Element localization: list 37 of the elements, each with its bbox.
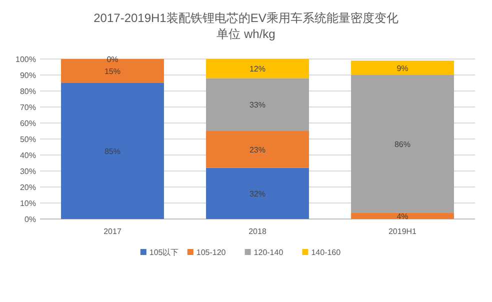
data-label: 15%	[104, 67, 121, 76]
data-label: 85%	[104, 147, 121, 156]
y-tick-label: 50%	[20, 135, 36, 144]
data-label: 12%	[249, 64, 266, 74]
y-tick-label: 90%	[20, 71, 36, 80]
bar	[206, 168, 309, 219]
chart-title: 2017-2019H1装配铁锂电芯的EV乘用车系统能量密度变化	[94, 11, 398, 25]
y-tick-label: 10%	[20, 199, 36, 208]
x-tick-label: 2019H1	[388, 227, 418, 236]
bar	[351, 212, 454, 219]
bar	[351, 60, 454, 75]
y-tick-label: 30%	[20, 167, 36, 176]
bar	[206, 78, 309, 131]
chart-subtitle: 单位 wh/kg	[216, 27, 276, 41]
data-label: 9%	[396, 64, 408, 73]
data-label: 32%	[249, 189, 266, 198]
data-label: 86%	[394, 140, 411, 149]
x-tick-label: 2017	[104, 227, 122, 236]
x-tick-label: 2018	[248, 227, 267, 236]
y-tick-label: 0%	[24, 215, 36, 224]
legend-label: 105以下	[149, 248, 179, 257]
bar	[351, 75, 454, 213]
data-label: 33%	[249, 100, 266, 110]
y-tick-label: 80%	[20, 87, 36, 96]
y-tick-label: 70%	[20, 103, 36, 112]
legend-label: 120-140	[254, 248, 284, 257]
bar	[61, 83, 164, 219]
data-label: 4%	[396, 212, 408, 221]
y-tick-label: 100%	[16, 55, 36, 64]
bar	[206, 59, 309, 78]
legend-label: 105-120	[196, 248, 226, 257]
y-tick-label: 60%	[20, 119, 36, 128]
bar	[206, 131, 309, 168]
legend-label: 140-160	[311, 248, 342, 257]
y-tick-label: 40%	[20, 151, 36, 160]
data-label: 23%	[249, 145, 266, 154]
y-tick-label: 20%	[20, 183, 36, 192]
